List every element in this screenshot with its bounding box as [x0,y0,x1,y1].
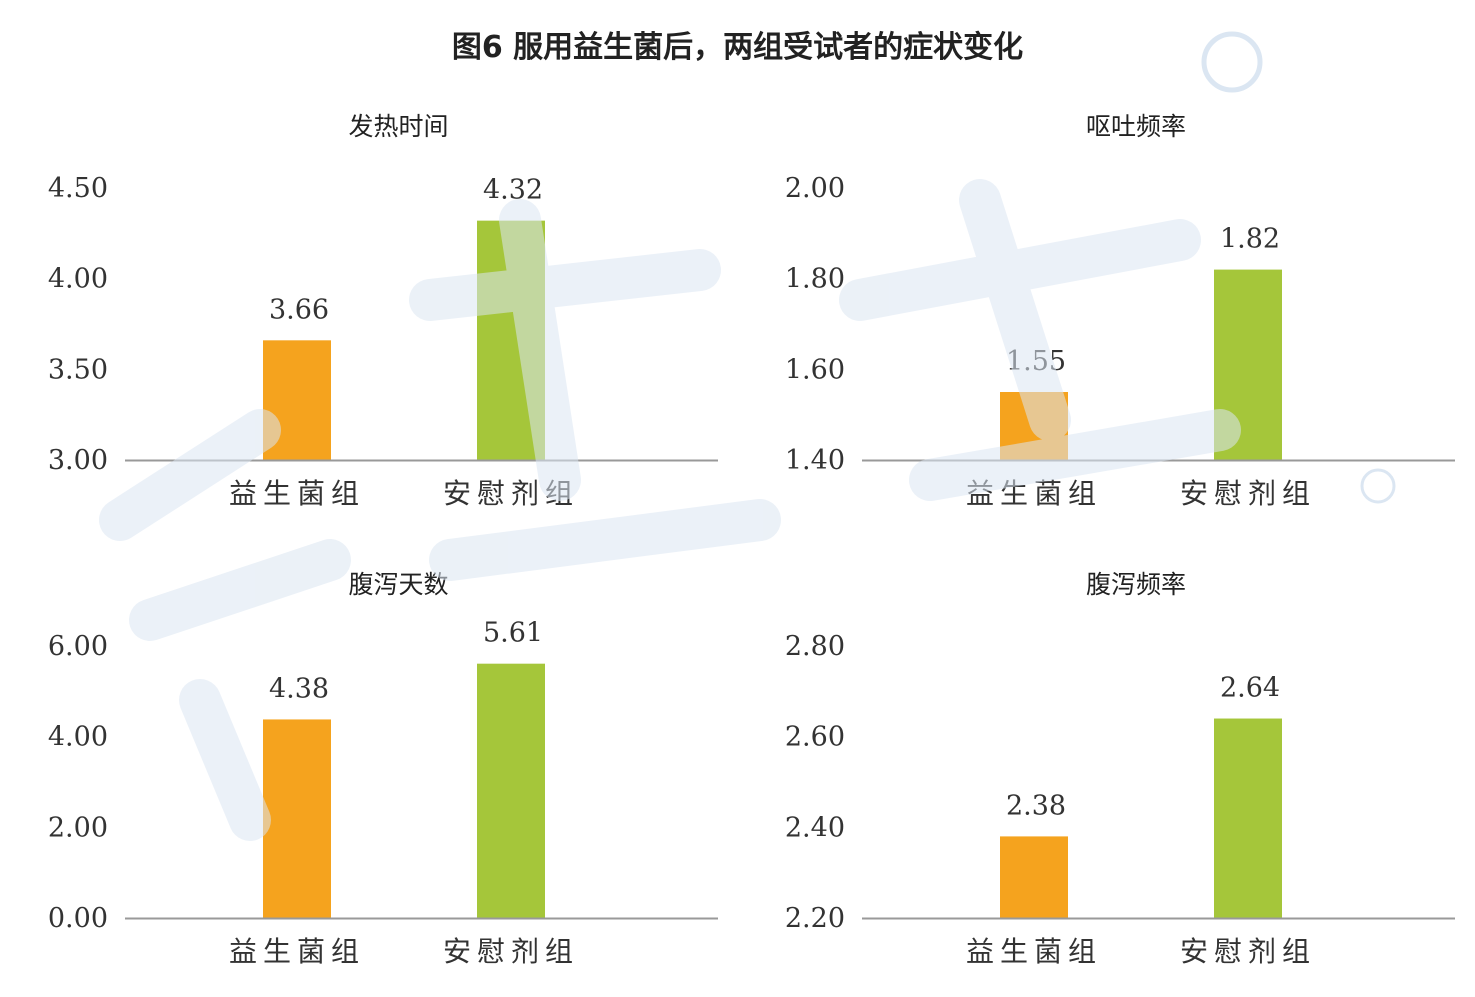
data-label: 1.55 [1006,346,1066,377]
bar-placebo [1214,718,1282,918]
chart-title: 腹泻频率 [1085,570,1186,599]
data-label: 1.82 [1220,224,1280,255]
y-tick-label: 1.40 [785,445,845,476]
x-tick-label: 安慰剂组 [443,477,579,510]
y-tick-label: 3.00 [48,445,108,476]
y-tick-label: 3.50 [48,354,108,385]
bar-chart: 3.00 3.50 4.00 4.50 3.66 4.32 益生菌组 安慰剂组 [48,173,718,510]
data-label: 5.61 [483,618,543,649]
y-tick-label: 2.00 [48,812,108,843]
y-tick-label: 2.80 [785,631,845,662]
data-label: 4.32 [483,175,543,206]
y-tick-label: 2.00 [785,173,845,204]
chart-panel-diarrhea-days: 腹泻天数 0.00 2.00 4.00 6.00 4.38 5.61 益生菌组 安慰剂组 [0,553,737,993]
bar-probiotic [1000,836,1068,918]
bar-placebo [1214,269,1282,460]
y-tick-label: 2.40 [785,812,845,843]
y-tick-label: 1.80 [785,264,845,295]
bar-chart: 1.40 1.60 1.80 2.00 1.55 1.82 益生菌组 安慰剂组 [785,173,1455,510]
bar-chart: 2.20 2.40 2.60 2.80 2.38 2.64 益生菌组 安慰剂组 [785,631,1455,968]
data-label: 2.64 [1220,673,1280,704]
bar-placebo [477,220,545,460]
chart-panel-vomiting-frequency: 呕吐频率 1.40 1.60 1.80 2.00 1.55 1.82 益生菌组 安慰剂组 [737,95,1475,535]
data-label: 2.38 [1006,790,1066,821]
y-tick-label: 4.00 [48,722,108,753]
y-tick-label: 2.60 [785,722,845,753]
x-tick-label: 安慰剂组 [1180,477,1316,510]
data-label: 4.38 [269,673,329,704]
x-tick-label: 安慰剂组 [1180,935,1316,968]
chart-title: 发热时间 [348,112,449,141]
bar-chart: 0.00 2.00 4.00 6.00 4.38 5.61 益生菌组 安慰剂组 [48,618,718,968]
chart-panel-fever-duration: 发热时间 3.00 3.50 4.00 4.50 3.66 4.32 益生菌组 安慰剂组 [0,95,737,535]
x-tick-label: 安慰剂组 [443,935,579,968]
bar-probiotic [263,719,331,918]
x-tick-label: 益生菌组 [229,477,365,510]
x-tick-label: 益生菌组 [229,935,365,968]
data-label: 3.66 [269,294,329,325]
y-tick-label: 6.00 [48,631,108,662]
chart-panel-diarrhea-frequency: 腹泻频率 2.20 2.40 2.60 2.80 2.38 2.64 益生菌组 安慰剂组 [737,553,1475,993]
y-tick-label: 4.50 [48,173,108,204]
figure-title: 图6 服用益生菌后，两组受试者的症状变化 [451,30,1024,65]
y-tick-label: 4.00 [48,264,108,295]
y-tick-label: 0.00 [48,903,108,934]
x-tick-label: 益生菌组 [966,477,1102,510]
chart-title: 呕吐频率 [1085,112,1186,141]
x-tick-label: 益生菌组 [966,935,1102,968]
bar-probiotic [263,340,331,460]
bar-probiotic [1000,392,1068,460]
bar-placebo [477,663,545,918]
y-tick-label: 1.60 [785,354,845,385]
y-tick-label: 2.20 [785,903,845,934]
chart-title: 腹泻天数 [348,570,449,599]
